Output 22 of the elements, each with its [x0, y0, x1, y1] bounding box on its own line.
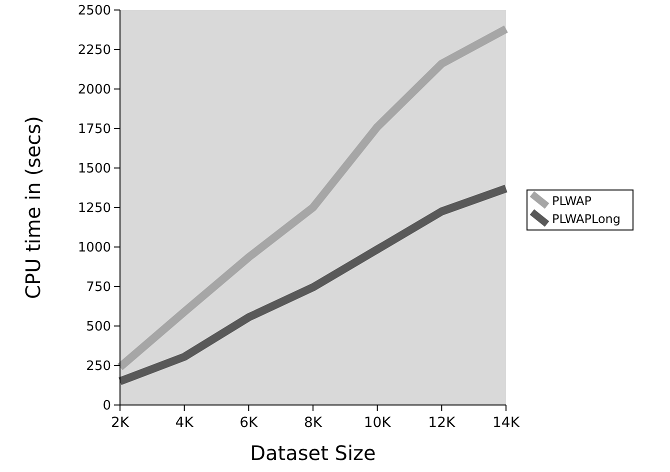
x-tick-label: 12K — [428, 415, 456, 431]
legend-label: PLWAP — [552, 194, 592, 208]
x-tick-label: 14K — [492, 415, 520, 431]
y-tick-label: 1000 — [78, 240, 111, 256]
x-tick-label: 6K — [240, 415, 259, 431]
x-tick-label: 4K — [175, 415, 194, 431]
y-tick-label: 750 — [86, 280, 111, 296]
y-tick-label: 250 — [86, 359, 111, 374]
y-tick-label: 2500 — [78, 4, 111, 19]
x-tick-label: 8K — [304, 415, 323, 431]
y-tick-label: 2000 — [78, 82, 111, 98]
y-axis-title: CPU time in (secs) — [21, 116, 45, 299]
y-tick-label: 1500 — [78, 162, 111, 177]
x-tick-label: 2K — [110, 415, 130, 431]
y-tick-label: 500 — [86, 320, 111, 335]
y-tick-label: 0 — [102, 398, 111, 414]
y-tick-label: 2250 — [78, 43, 111, 58]
legend-label: PLWAPLong — [552, 212, 621, 226]
x-tick-label: 10K — [364, 415, 392, 431]
y-tick-label: 1250 — [78, 201, 111, 216]
x-axis-title: Dataset Size — [250, 441, 376, 465]
y-tick-label: 1750 — [78, 122, 111, 138]
